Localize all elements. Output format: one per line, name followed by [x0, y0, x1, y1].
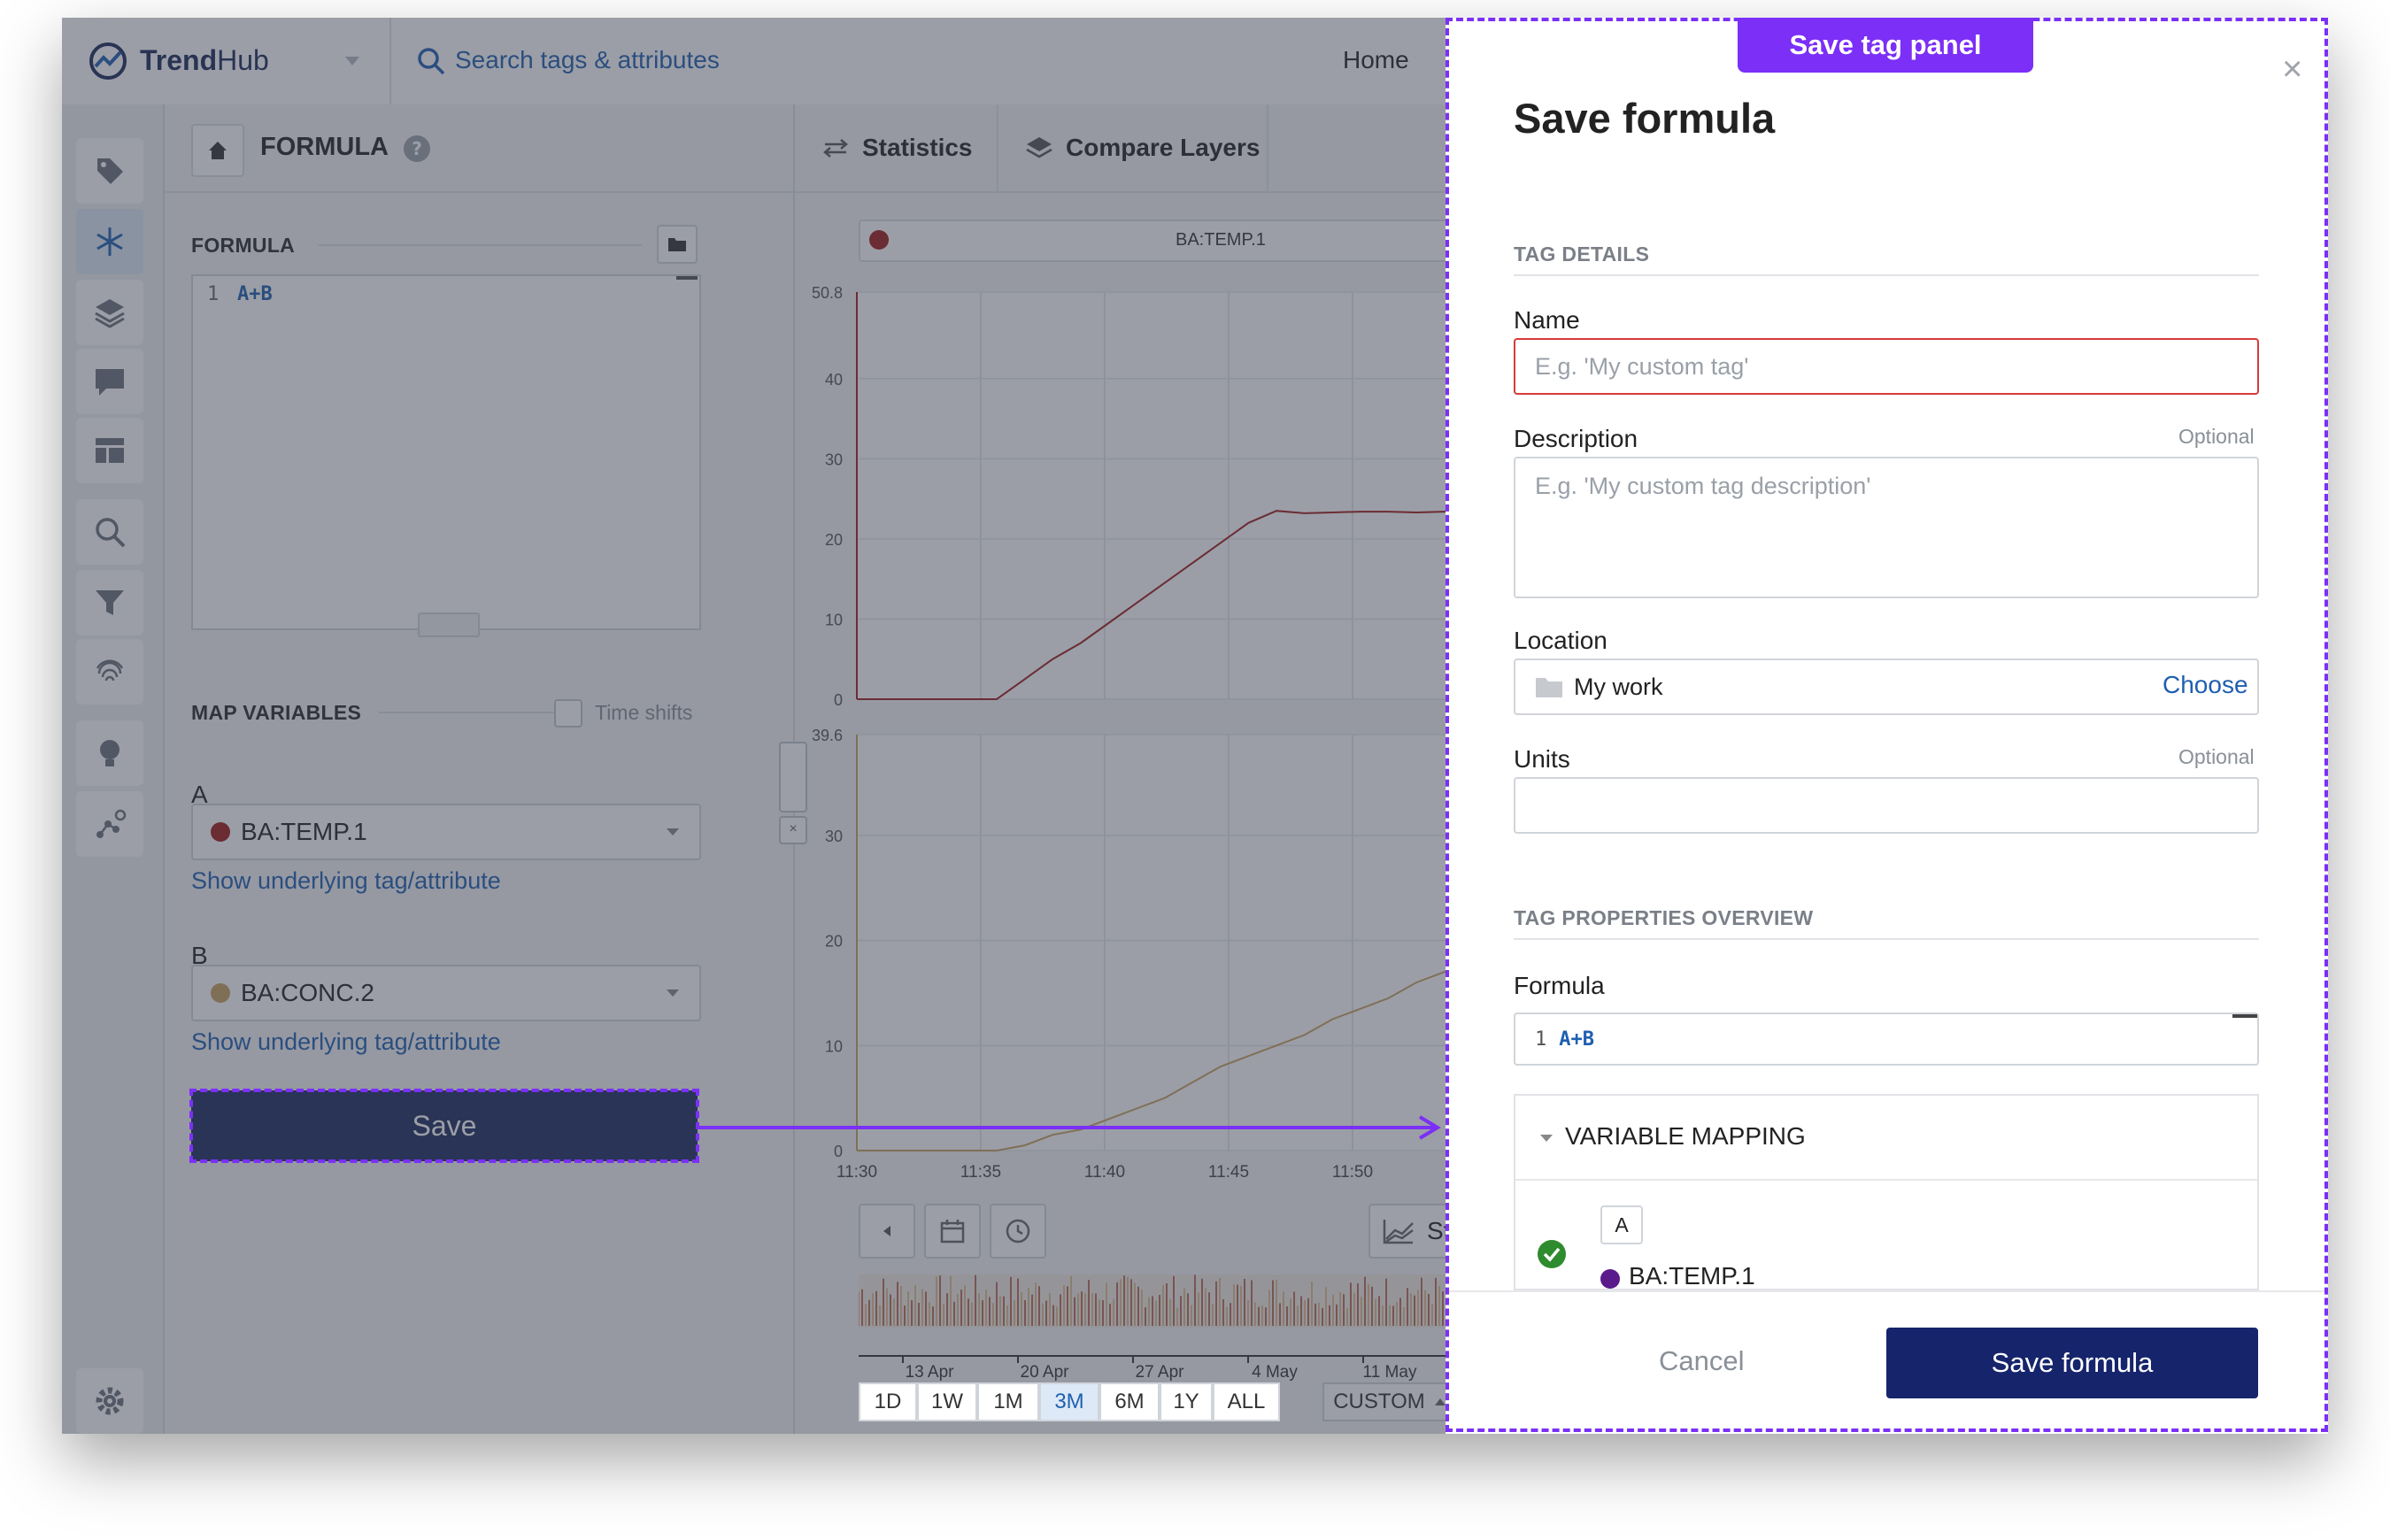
tag-properties-heading: TAG PROPERTIES OVERVIEW	[1514, 906, 1814, 929]
mapping-letter-badge: A	[1600, 1205, 1643, 1244]
name-placeholder: E.g. 'My custom tag'	[1535, 352, 1749, 380]
formula-overview-line-number: 1	[1535, 1028, 1547, 1051]
mapping-tag: BA:TEMP.1	[1629, 1262, 1755, 1290]
location-label: Location	[1514, 627, 1607, 654]
location-value: My work	[1574, 673, 1663, 700]
folder-icon	[1536, 678, 1562, 697]
range-button-1w[interactable]: 1W	[917, 1382, 977, 1421]
modal-title: Save formula	[1514, 95, 1776, 142]
units-field[interactable]	[1514, 777, 2259, 834]
save-tag-panel-callout: Save tag panel	[1738, 18, 2033, 73]
range-button-1m[interactable]: 1M	[977, 1382, 1039, 1421]
units-optional-label: Optional	[2178, 745, 2255, 768]
name-field[interactable]: E.g. 'My custom tag'	[1514, 338, 2259, 395]
app-window: TrendHub Search tags & attributes Home	[62, 18, 2328, 1434]
callout-arrow	[699, 1115, 1441, 1140]
formula-overview-scrollbar[interactable]	[2232, 1014, 2257, 1018]
save-formula-button[interactable]: Save formula	[1886, 1328, 2258, 1398]
tag-details-heading: TAG DETAILS	[1514, 243, 1650, 266]
check-circle-icon	[1538, 1240, 1566, 1268]
close-icon[interactable]: ×	[2282, 50, 2303, 89]
description-placeholder: E.g. 'My custom tag description'	[1535, 473, 1871, 499]
save-button-highlight	[189, 1089, 699, 1163]
range-button-3m[interactable]: 3M	[1039, 1382, 1099, 1421]
location-choose-link[interactable]: Choose	[2163, 671, 2248, 698]
range-button-all[interactable]: ALL	[1213, 1382, 1280, 1421]
variable-mapping-rule	[1515, 1179, 2257, 1181]
name-label: Name	[1514, 306, 1580, 334]
save-tag-panel-highlight	[1446, 18, 2328, 1432]
cancel-button[interactable]: Cancel	[1659, 1345, 1745, 1376]
formula-overview-label: Formula	[1514, 972, 1605, 999]
description-field[interactable]: E.g. 'My custom tag description'	[1514, 457, 2259, 598]
range-button-6m[interactable]: 6M	[1099, 1382, 1160, 1421]
formula-overview-code: A+B	[1559, 1028, 1594, 1051]
location-field[interactable]: My work	[1514, 658, 2259, 715]
range-button-1y[interactable]: 1Y	[1160, 1382, 1213, 1421]
tag-properties-rule	[1514, 938, 2259, 940]
description-label: Description	[1514, 425, 1638, 452]
range-button-1d[interactable]: 1D	[859, 1382, 917, 1421]
description-optional-label: Optional	[2178, 425, 2255, 448]
variable-mapping-panel: VARIABLE MAPPING A BA:TEMP.1	[1514, 1094, 2259, 1290]
units-label: Units	[1514, 745, 1570, 773]
formula-overview-box: 1 A+B	[1514, 1013, 2259, 1066]
mapping-color-dot	[1600, 1269, 1620, 1289]
tag-details-rule	[1514, 274, 2259, 276]
chevron-down-icon[interactable]	[1538, 1133, 1554, 1143]
variable-mapping-toggle[interactable]: VARIABLE MAPPING	[1565, 1122, 1806, 1150]
